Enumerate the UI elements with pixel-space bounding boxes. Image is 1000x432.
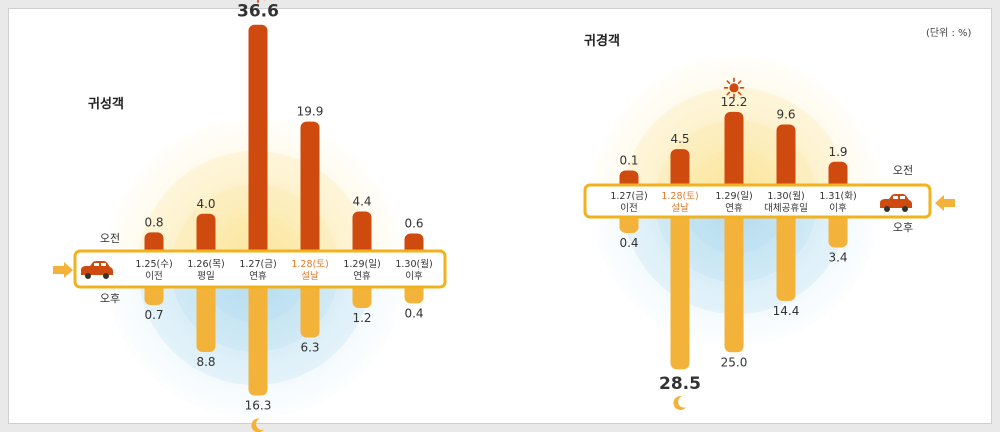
- date-label-l-0: 1.25(수): [135, 259, 172, 270]
- am-label-l-1: 4.0: [196, 197, 215, 211]
- moon-icon-r: [673, 396, 686, 411]
- pm-bar-l-1: [196, 279, 216, 353]
- pm-label-r-4: 3.4: [828, 250, 847, 264]
- unit-note: (단위 : %): [926, 28, 972, 39]
- day-label-r-4: 이후: [829, 203, 847, 214]
- sun-icon-r: [723, 77, 745, 99]
- date-label-r-1: 1.28(토): [661, 191, 698, 202]
- am-marker-l: 오전: [100, 232, 120, 245]
- pm-marker-r: 오후: [893, 221, 913, 234]
- pm-bar-r-3: [776, 209, 796, 301]
- am-bar-r-2: [724, 111, 744, 193]
- date-label-l-2: 1.27(금): [239, 259, 276, 270]
- pm-label-l-1: 8.8: [196, 355, 215, 369]
- am-label-r-4: 1.9: [828, 145, 847, 159]
- day-label-l-0: 이전: [145, 271, 162, 282]
- am-bar-l-1: [196, 213, 216, 259]
- date-band-r: [583, 183, 932, 219]
- title-l: 귀성객: [88, 96, 124, 112]
- day-label-l-1: 평일: [197, 271, 214, 282]
- date-label-r-3: 1.30(월): [767, 190, 804, 202]
- sun-icon-l: [250, 0, 266, 4]
- pm-bar-r-1: [670, 209, 690, 370]
- date-label-r-4: 1.31(화): [819, 191, 856, 202]
- pm-bar-r-4: [828, 209, 848, 248]
- date-label-l-3: 1.28(토): [291, 259, 328, 270]
- date-label-l-4: 1.29(일): [343, 259, 380, 270]
- pm-label-l-2: 16.3: [245, 399, 272, 413]
- date-label-l-1: 1.26(목): [187, 259, 224, 270]
- am-label-l-3: 19.9: [297, 105, 324, 119]
- day-label-r-0: 이전: [620, 203, 637, 214]
- am-label-l-4: 4.4: [352, 194, 371, 208]
- day-label-l-4: 연휴: [353, 271, 371, 282]
- pm-label-l-4: 1.2: [352, 311, 371, 325]
- pm-bar-l-3: [300, 279, 320, 338]
- date-band-l: [73, 249, 447, 289]
- am-bar-l-2: [248, 24, 268, 259]
- arrow-icon-r: [935, 195, 955, 211]
- pm-label-r-0: 0.4: [619, 236, 638, 250]
- am-bar-r-3: [776, 124, 796, 193]
- am-label-r-3: 9.6: [776, 107, 795, 121]
- date-label-r-2: 1.29(일): [715, 191, 752, 202]
- am-label-r-0: 0.1: [619, 154, 638, 168]
- pm-label-r-3: 14.4: [773, 304, 800, 318]
- car-icon-l: [81, 261, 113, 279]
- am-bar-l-3: [300, 121, 320, 259]
- car-icon-r: [880, 194, 912, 212]
- pm-marker-l: 오후: [100, 292, 120, 305]
- am-bar-r-1: [670, 149, 690, 193]
- day-label-l-2: 연휴: [249, 271, 267, 282]
- pm-label-r-1: 28.5: [659, 374, 701, 394]
- day-label-l-3: 설날: [301, 271, 319, 282]
- moon-icon-l: [251, 418, 264, 432]
- am-label-r-2: 12.2: [721, 95, 748, 109]
- am-label-l-0: 0.8: [144, 215, 163, 229]
- pm-label-l-0: 0.7: [144, 308, 163, 322]
- am-bar-l-4: [352, 211, 372, 259]
- day-label-r-1: 설날: [671, 203, 689, 214]
- day-label-r-2: 연휴: [725, 203, 743, 214]
- am-label-l-5: 0.6: [404, 217, 423, 231]
- am-marker-r: 오전: [893, 164, 913, 177]
- date-label-r-0: 1.27(금): [610, 191, 647, 202]
- day-label-l-5: 이후: [405, 271, 423, 282]
- pm-label-r-2: 25.0: [721, 355, 748, 369]
- date-label-l-5: 1.30(월): [395, 258, 432, 270]
- am-label-l-2: 36.6: [237, 2, 279, 22]
- title-r: 귀경객: [584, 33, 620, 49]
- pm-bar-r-2: [724, 209, 744, 353]
- pm-bar-l-2: [248, 279, 268, 396]
- pm-label-l-5: 0.4: [404, 306, 423, 320]
- am-label-r-1: 4.5: [670, 132, 689, 146]
- day-label-r-3: 대체공휴일: [764, 203, 808, 214]
- pm-label-l-3: 6.3: [300, 341, 319, 355]
- arrow-icon-l: [53, 262, 73, 278]
